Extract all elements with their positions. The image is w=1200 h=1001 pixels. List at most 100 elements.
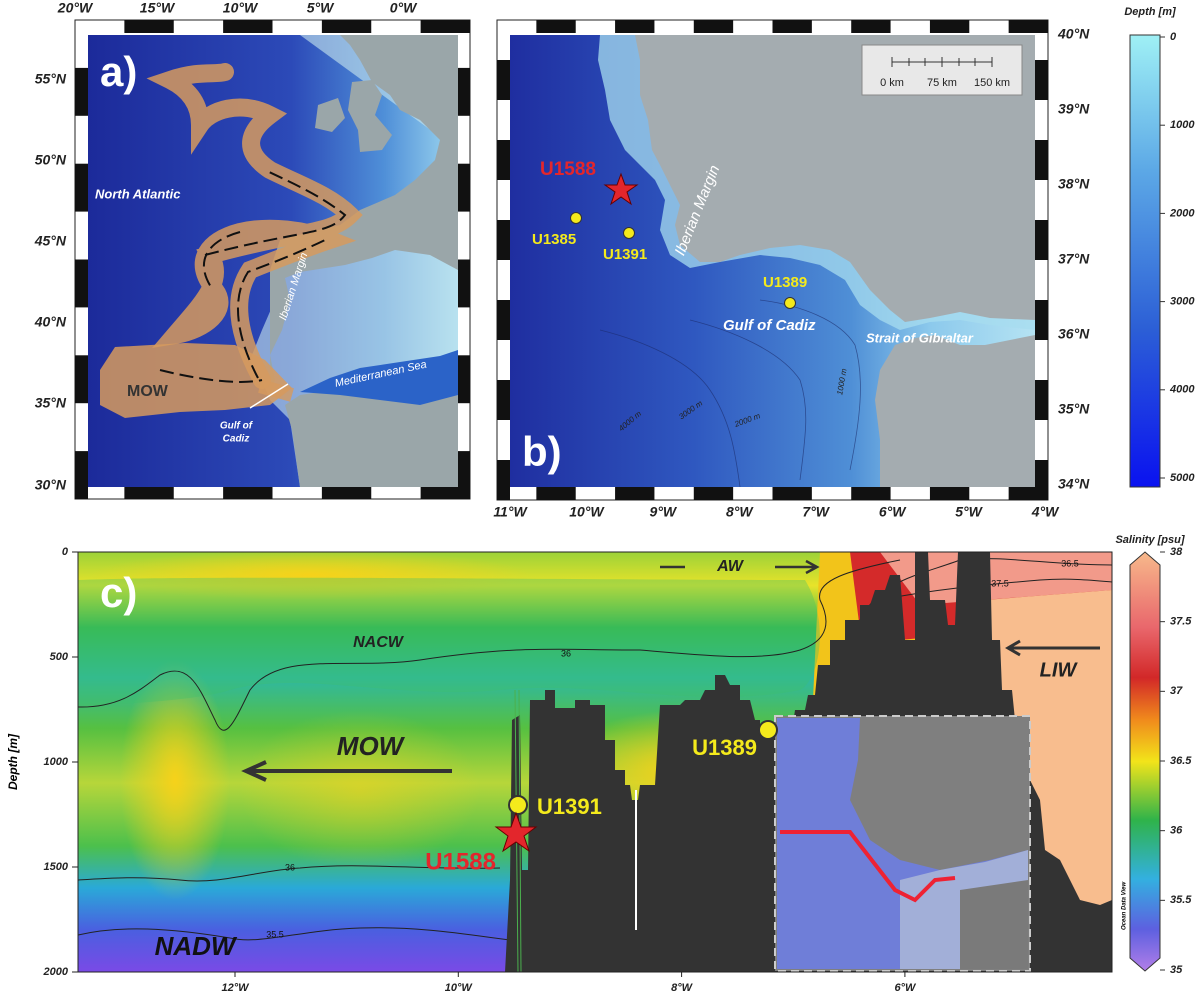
- colorbar-title: Depth [m]: [1124, 6, 1176, 18]
- place-label: Gulf of: [220, 421, 254, 432]
- section: 36 36 35.5 36.5 37.5: [78, 552, 1112, 972]
- frame-segment: [420, 20, 470, 33]
- frame-segment: [75, 259, 88, 308]
- frame-segment: [693, 20, 734, 33]
- lon-tick: 0°W: [390, 0, 418, 16]
- place-label: Strait of Gibraltar: [866, 330, 974, 345]
- x-tick-label: 8°W: [671, 982, 694, 994]
- lon-tick: 5°W: [955, 504, 983, 520]
- map-b: 0 km 75 km 150 km U1588 U1385 U1391 U138…: [510, 35, 1035, 487]
- water-mass: NADW: [155, 931, 238, 961]
- site-marker: [784, 297, 796, 309]
- frame-segment: [75, 355, 88, 404]
- field-patch: [880, 552, 1112, 605]
- colorbar-tick-label: 35.5: [1170, 894, 1192, 906]
- frame-segment: [497, 300, 510, 340]
- frame-segment: [851, 487, 891, 500]
- panel-label: a): [100, 48, 137, 95]
- lon-tick: 10°W: [223, 0, 259, 16]
- map-a: a) North Atlantic Iberian Margin MOW Med…: [88, 35, 458, 487]
- field-patch: [120, 660, 230, 900]
- frame-segment: [457, 451, 470, 499]
- frame-segment: [223, 20, 273, 33]
- y-tick-label: 500: [50, 651, 69, 663]
- frame-segment: [1035, 460, 1048, 500]
- frame-segment: [851, 20, 891, 33]
- frame-segment: [457, 355, 470, 404]
- y-tick-label: 2000: [43, 966, 69, 978]
- colorbar-tick-label: 1000: [1170, 119, 1195, 131]
- colorbar: [1129, 34, 1161, 488]
- colorbar-tick-label: 0: [1170, 31, 1177, 43]
- field-patch: [78, 552, 820, 800]
- lon-tick: 6°W: [879, 504, 907, 520]
- isobath-lines: [599, 299, 861, 487]
- lat-tick: 50°N: [35, 152, 67, 168]
- scale-label: 0 km: [880, 77, 904, 89]
- water-mass: LIW: [1040, 659, 1079, 681]
- frame-segment: [321, 20, 372, 33]
- colorbar-tick-label: 4000: [1169, 384, 1195, 396]
- frame-segment: [536, 487, 576, 500]
- site-label: U1391: [537, 794, 602, 819]
- frame-segment: [1035, 140, 1048, 180]
- frame-segment: [223, 486, 273, 499]
- lat-tick: 40°N: [1057, 26, 1090, 42]
- lon-tick: 9°W: [650, 504, 678, 520]
- lat-tick: 37°N: [1058, 251, 1090, 267]
- frame-segment: [75, 67, 88, 116]
- colorbar-tick-label: 36.5: [1170, 755, 1192, 767]
- frame-segment: [497, 220, 510, 260]
- flow-arrows: [159, 169, 347, 383]
- lat-tick: 35°N: [35, 395, 67, 411]
- place-label: Gulf of Cadiz: [723, 317, 816, 334]
- frame-segment: [1035, 300, 1048, 340]
- lat-tick: 30°N: [35, 477, 67, 493]
- annotations: [241, 559, 1100, 853]
- place-label: North Atlantic: [95, 186, 181, 201]
- frame-segment: [321, 486, 372, 499]
- frame-segment: [497, 380, 510, 420]
- lat-tick: 45°N: [34, 233, 67, 249]
- section-axes: 0 500 1000 1500 2000 12°W 10°W 8°W 6°W: [43, 546, 917, 994]
- field-patch: [240, 710, 480, 870]
- site-label: U1588: [425, 848, 496, 875]
- lon-tick: 10°W: [569, 504, 605, 520]
- colorbar-tick-label: 2000: [1169, 207, 1195, 219]
- lon-tick: 7°W: [802, 504, 830, 520]
- site-marker: [603, 172, 639, 206]
- pointer: [249, 383, 289, 409]
- frame-segment: [497, 460, 510, 500]
- lat-tick: 39°N: [1058, 101, 1090, 117]
- frame-segment: [75, 163, 88, 212]
- lon-tick: 8°W: [726, 504, 754, 520]
- water-mass: NACW: [353, 634, 405, 651]
- lat-tick: 35°N: [1058, 401, 1090, 417]
- scale-bar: [891, 57, 993, 67]
- lon-ticks: 11°W 10°W 9°W 8°W 7°W 6°W 5°W 4°W: [493, 504, 1060, 520]
- frame-segment: [457, 259, 470, 308]
- frame-segment: [929, 487, 970, 500]
- panel-label: b): [522, 428, 562, 475]
- y-tick-label: 0: [62, 546, 69, 558]
- site-marker: [623, 227, 635, 239]
- frame-segment: [1035, 60, 1048, 100]
- scale-label: 75 km: [927, 77, 957, 89]
- colorbar-tick-label: 38: [1170, 546, 1183, 558]
- frame-segment: [772, 20, 812, 33]
- colorbar-tick-label: 35: [1170, 964, 1183, 976]
- colorbar-tick-label: 37: [1170, 685, 1183, 697]
- site-label: U1588: [540, 159, 596, 180]
- africa: [875, 335, 1035, 487]
- field-patch: [90, 552, 530, 600]
- mow-path: [146, 63, 363, 389]
- lon-tick: 4°W: [1031, 504, 1060, 520]
- land: [635, 35, 1035, 322]
- frame-segment: [497, 60, 510, 100]
- lat-tick: 40°N: [34, 314, 67, 330]
- frame-segment: [615, 487, 655, 500]
- x-tick-label: 10°W: [445, 982, 474, 994]
- mediterranean: [300, 350, 458, 405]
- frame-segment: [615, 20, 655, 33]
